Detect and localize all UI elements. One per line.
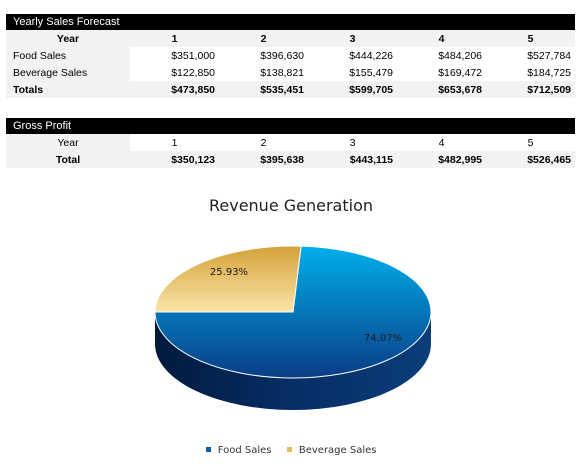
table-cell: $138,821 (219, 64, 308, 81)
year-header: 3 (308, 134, 397, 151)
table-row: Year 1 2 3 4 5 (6, 134, 575, 151)
table-cell: $184,725 (486, 64, 575, 81)
year-header: 4 (397, 134, 486, 151)
pie-slice-beverage-sales (154, 245, 302, 313)
data-label-beverage-sales: 25.93% (210, 267, 248, 278)
legend-item-beverage: Beverage Sales (286, 445, 377, 456)
row-label: Total (6, 151, 130, 168)
gross-profit-section: Gross Profit Year 1 2 3 4 5 Total $350,1… (6, 118, 575, 168)
sales-forecast-section: Yearly Sales Forecast Year 1 2 3 4 5 Foo… (6, 14, 575, 98)
table-cell: $395,638 (219, 151, 308, 168)
table-cell: $444,226 (308, 47, 397, 64)
revenue-chart: Revenue Generation 74.07% 25.93% Food Sal… (0, 186, 582, 464)
chart-legend: Food Sales Beverage Sales (0, 445, 582, 456)
legend-swatch-food (205, 446, 211, 452)
year-header: 5 (486, 134, 575, 151)
year-label: Year (6, 30, 130, 47)
table-cell: $482,995 (397, 151, 486, 168)
legend-label-beverage: Beverage Sales (298, 445, 377, 456)
year-header: 3 (308, 30, 397, 47)
sales-forecast-header: Yearly Sales Forecast (6, 14, 575, 30)
table-cell: $396,630 (219, 47, 308, 64)
year-header: 2 (219, 30, 308, 47)
table-cell: $155,479 (308, 64, 397, 81)
table-cell: $169,472 (397, 64, 486, 81)
table-row: Totals $473,850 $535,451 $599,705 $653,6… (6, 81, 575, 98)
gross-profit-table: Year 1 2 3 4 5 Total $350,123 $395,638 $… (6, 134, 575, 168)
table-cell: $599,705 (308, 81, 397, 98)
table-cell: $473,850 (130, 81, 219, 98)
table-cell: $712,509 (486, 81, 575, 98)
table-cell: $653,678 (397, 81, 486, 98)
table-cell: $443,115 (308, 151, 397, 168)
table-cell: $484,206 (397, 47, 486, 64)
row-label: Beverage Sales (6, 64, 130, 81)
pie-side-wall (155, 312, 431, 410)
sales-forecast-table: Year 1 2 3 4 5 Food Sales $351,000 $396,… (6, 30, 575, 98)
year-header: 2 (219, 134, 308, 151)
table-row: Total $350,123 $395,638 $443,115 $482,99… (6, 151, 575, 168)
table-row: Food Sales $351,000 $396,630 $444,226 $4… (6, 47, 575, 64)
table-cell: $535,451 (219, 81, 308, 98)
data-label-food-sales: 74.07% (364, 333, 402, 344)
year-header: 1 (130, 134, 219, 151)
year-header: 4 (397, 30, 486, 47)
table-cell: $526,465 (486, 151, 575, 168)
legend-label-food: Food Sales (217, 445, 272, 456)
row-label: Totals (6, 81, 130, 98)
pie-chart: 74.07% 25.93% (154, 245, 432, 410)
legend-swatch-beverage (286, 446, 292, 452)
row-label: Food Sales (6, 47, 130, 64)
year-header: 5 (486, 30, 575, 47)
year-label: Year (6, 134, 130, 151)
gross-profit-header: Gross Profit (6, 118, 575, 134)
table-cell: $527,784 (486, 47, 575, 64)
table-cell: $122,850 (130, 64, 219, 81)
table-cell: $350,123 (130, 151, 219, 168)
table-cell: $351,000 (130, 47, 219, 64)
year-header: 1 (130, 30, 219, 47)
table-row: Year 1 2 3 4 5 (6, 30, 575, 47)
table-row: Beverage Sales $122,850 $138,821 $155,47… (6, 64, 575, 81)
legend-item-food: Food Sales (205, 445, 272, 456)
chart-title: Revenue Generation (208, 196, 374, 215)
